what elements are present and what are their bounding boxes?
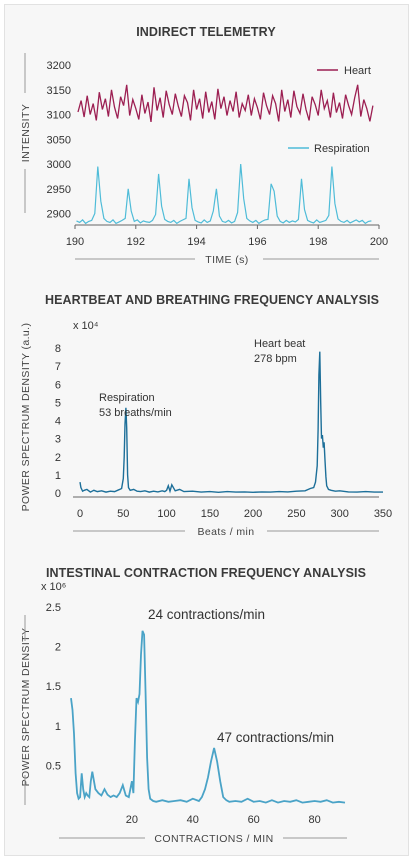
telemetry-x-tick: 200 [370,236,388,248]
intestinal-y-tick: 1.5 [46,681,61,693]
telemetry-legend-respiration: Respiration [288,143,370,155]
telemetry-legend-heart: Heart [317,65,371,77]
intestinal-y-tick: 2 [55,642,61,654]
respiration-peak-value: 53 breaths/min [99,407,172,419]
heartbeat-y-tick: 3 [55,434,61,446]
intestinal-x-tick: 80 [308,814,320,826]
peak-47-label: 47 contractions/min [217,730,334,745]
heartbeat-x-tick: 100 [157,508,175,520]
telemetry-y-label: INTENSITY [20,104,32,162]
intestinal-title: INTESTINAL CONTRACTION FREQUENCY ANALYSI… [46,566,366,580]
telemetry-title: INDIRECT TELEMETRY [136,25,276,39]
heartbeat-x-tick: 300 [331,508,349,520]
heartbeat-y-tick: 0 [55,488,61,500]
telemetry-y-tick: 3150 [47,85,71,97]
heartbeat-title: HEARTBEAT AND BREATHING FREQUENCY ANALYS… [45,293,379,307]
telemetry-y-tick: 2950 [47,184,71,196]
telemetry-x-tick: 194 [187,236,205,248]
heartbeat-x-ticks: 0 50 100 150 200 250 300 350 [77,508,392,520]
intestinal-y-tick: 0.5 [46,760,61,772]
telemetry-y-tick: 3200 [47,60,71,72]
telemetry-y-tick: 3000 [47,159,71,171]
telemetry-y-tick: 2900 [47,209,71,221]
telemetry-x-ticks: 190 192 194 196 198 200 [66,225,388,248]
heartbeat-peak-label: Heart beat [254,338,305,350]
respiration-peak-label: Respiration [99,392,155,404]
telemetry-y-ticks: 3200 3150 3100 3050 3000 2950 2900 [47,60,71,221]
intestinal-y-ticks: 2.5 2 1.5 1 0.5 [46,602,61,772]
heartbeat-spectrum-line [79,351,383,494]
telemetry-y-tick: 3050 [47,134,71,146]
heartbeat-y-tick: 6 [55,379,61,391]
intestinal-x-label: CONTRACTIONS / MIN [154,833,273,845]
telemetry-x-label: TIME (s) [205,254,248,266]
heartbeat-y-tick: 7 [55,361,61,373]
chart-panel: INDIRECT TELEMETRY INTENSITY 3200 3150 310… [4,4,409,856]
intestinal-spectrum-line [70,630,346,804]
telemetry-x-tick: 190 [66,236,84,248]
heartbeat-y-ticks: 8 7 6 5 4 3 2 1 0 [55,343,61,500]
respiration-series-line [76,163,372,225]
heartbeat-x-tick: 0 [77,508,83,520]
figure-canvas: INDIRECT TELEMETRY INTENSITY 32003150310… [20,25,392,845]
telemetry-series [76,84,374,225]
intestinal-x-tick: 20 [126,814,138,826]
heartbeat-multiplier: x 10⁴ [73,320,99,332]
intestinal-x-ticks: 20 40 60 80 [126,814,321,826]
intestinal-x-tick: 40 [187,814,199,826]
heartbeat-y-tick: 4 [55,416,61,428]
heartbeat-x-tick: 200 [244,508,262,520]
intestinal-chart: INTESTINAL CONTRACTION FREQUENCY ANALYSI… [20,566,366,845]
telemetry-x-tick: 196 [248,236,266,248]
heartbeat-x-label: Beats / min [198,526,255,538]
telemetry-x-tick: 198 [309,236,327,248]
legend-heart-label: Heart [344,65,371,77]
telemetry-y-tick: 3100 [47,110,71,122]
heartbeat-y-tick: 2 [55,452,61,464]
intestinal-y-tick: 1 [55,721,61,733]
heartbeat-x-tick: 50 [117,508,129,520]
heartbeat-y-tick: 1 [55,470,61,482]
peak-24-label: 24 contractions/min [148,607,265,622]
heartbeat-peak-value: 278 bpm [254,353,297,365]
intestinal-y-label: POWER SPECTRUM DENSITY [20,628,32,787]
heartbeat-chart: HEARTBEAT AND BREATHING FREQUENCY ANALYS… [20,293,392,538]
legend-respiration-label: Respiration [314,143,370,155]
intestinal-multiplier: x 10⁶ [41,581,66,593]
heart-series-line [77,84,374,122]
intestinal-x-tick: 60 [248,814,260,826]
intestinal-y-tick: 2.5 [46,602,61,614]
heartbeat-y-tick: 8 [55,343,61,355]
heartbeat-y-label: POWER SPECTRUM DENSITY (a.u.) [20,323,32,512]
telemetry-chart: INDIRECT TELEMETRY INTENSITY 3200 3150 310… [20,25,388,266]
telemetry-x-tick: 192 [127,236,145,248]
heartbeat-x-tick: 350 [374,508,392,520]
heartbeat-x-tick: 150 [201,508,219,520]
heartbeat-x-tick: 250 [287,508,305,520]
heartbeat-y-tick: 5 [55,397,61,409]
